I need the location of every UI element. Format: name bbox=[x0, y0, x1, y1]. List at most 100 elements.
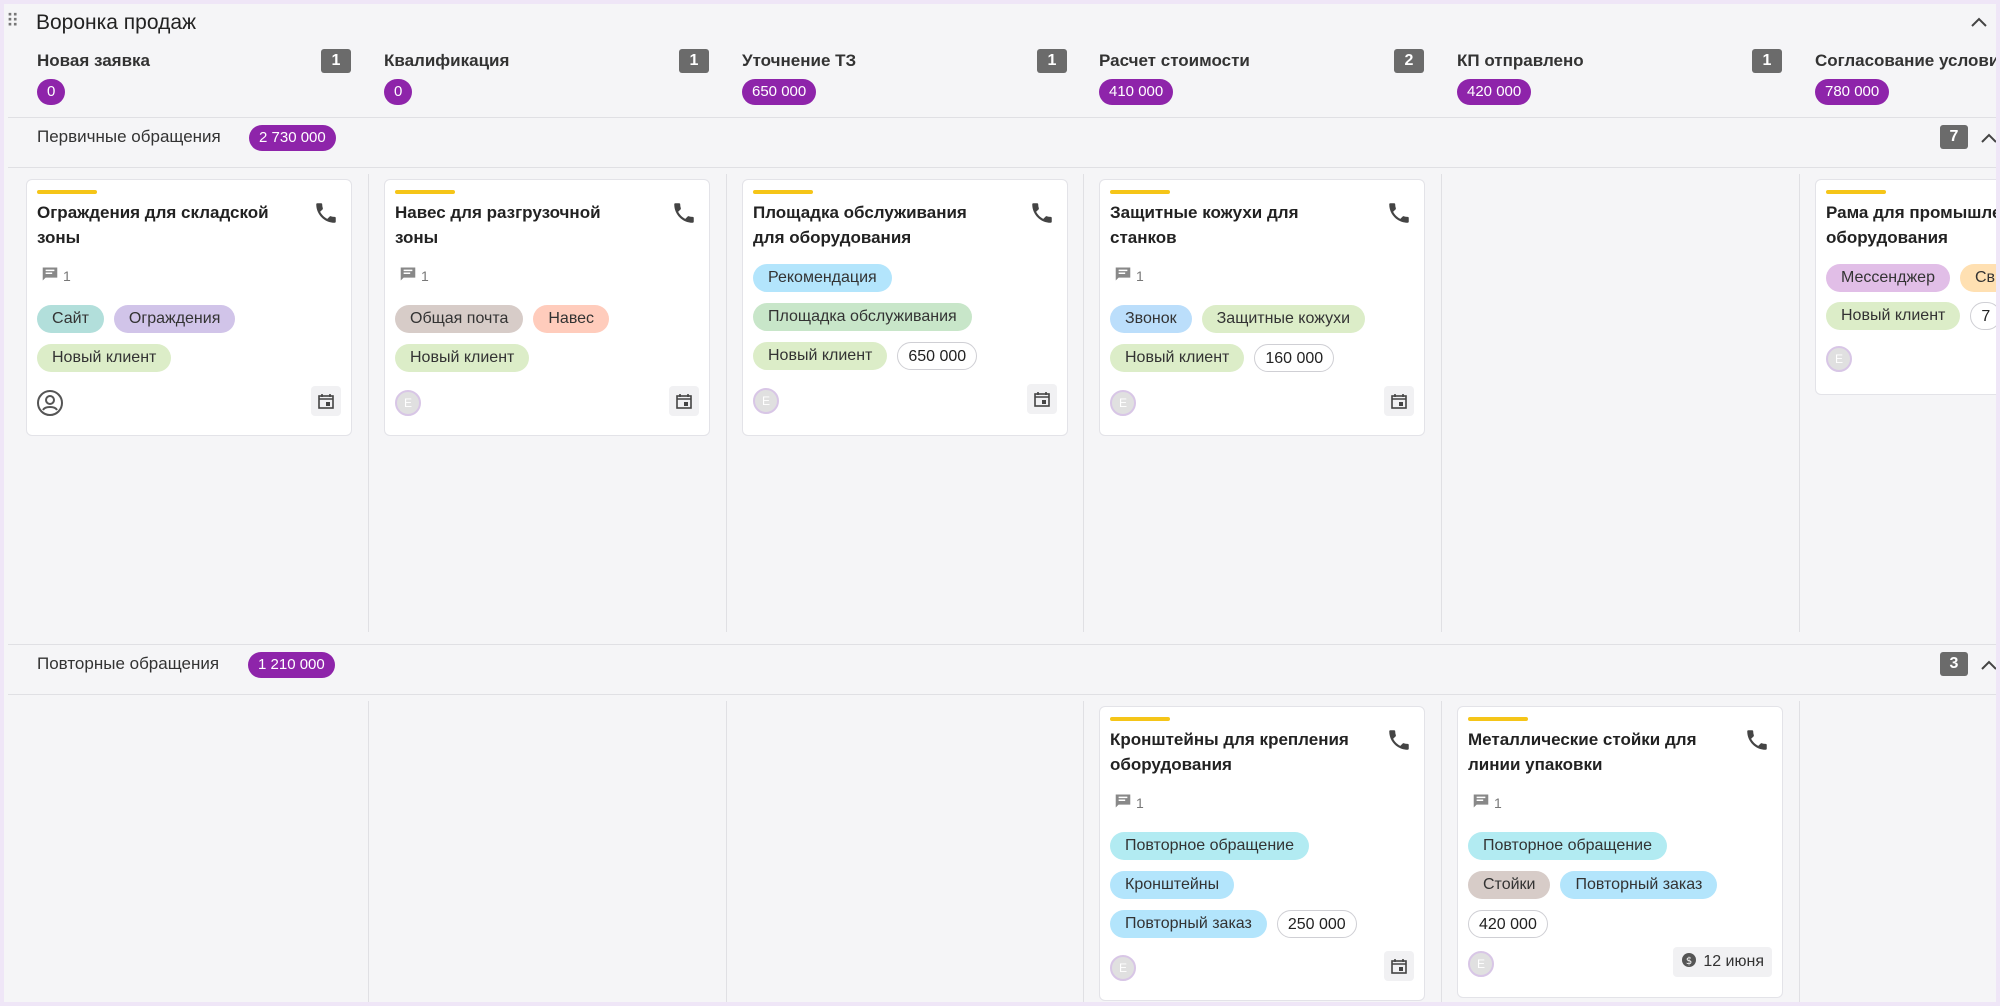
stage-name: Согласование услови bbox=[1815, 51, 2000, 70]
deal-card[interactable]: Площадка обслуживания для оборудования Р… bbox=[742, 179, 1068, 436]
comment-counter[interactable]: 1 bbox=[41, 266, 71, 285]
tag[interactable]: Мессенджер bbox=[1826, 264, 1950, 292]
chevron-up-icon[interactable] bbox=[1980, 655, 1996, 676]
card-title: Площадка обслуживания для оборудования bbox=[753, 203, 967, 247]
due-date: 12 июня bbox=[1703, 953, 1764, 970]
column-divider bbox=[1799, 701, 1800, 1002]
avatar[interactable]: E bbox=[1110, 390, 1136, 416]
phone-icon[interactable] bbox=[671, 200, 697, 226]
comment-counter[interactable]: 1 bbox=[1472, 793, 1502, 812]
deal-card[interactable]: Кронштейны для крепления оборудования 1 … bbox=[1099, 706, 1425, 1001]
avatar[interactable]: E bbox=[1110, 955, 1136, 981]
tag[interactable]: Новый клиент bbox=[753, 342, 888, 370]
deal-card[interactable]: Ограждения для складской зоны 1 Сайт Огр… bbox=[26, 179, 352, 436]
tag[interactable]: Звонок bbox=[1110, 305, 1192, 333]
user-circle-icon[interactable] bbox=[37, 390, 63, 416]
stage-name: Уточнение ТЗ bbox=[742, 51, 857, 70]
phone-icon[interactable] bbox=[313, 200, 339, 226]
stage-name: Квалификация bbox=[384, 51, 510, 70]
column-divider bbox=[368, 174, 369, 632]
avatar[interactable]: E bbox=[1826, 346, 1852, 372]
tag[interactable]: Новый клиент bbox=[1826, 302, 1961, 330]
tag[interactable]: Повторный заказ bbox=[1110, 910, 1267, 938]
tag[interactable]: Защитные кожухи bbox=[1201, 305, 1366, 333]
column-divider bbox=[1799, 174, 1800, 632]
deal-card[interactable]: Рама для промышле оборудования Мессендже… bbox=[1815, 179, 2000, 395]
due-date-chip[interactable]: $ 12 июня bbox=[1673, 947, 1772, 977]
stage-sum-badge: 420 000 bbox=[1457, 79, 1532, 105]
comment-count: 1 bbox=[1494, 794, 1502, 811]
card-accent bbox=[1826, 190, 1886, 194]
tag[interactable]: Св bbox=[1959, 264, 1996, 292]
card-title: Рама для промышле оборудования bbox=[1826, 203, 2000, 247]
stage-count: 1 bbox=[321, 49, 351, 73]
deal-card[interactable]: Металлические стойки для линии упаковки … bbox=[1457, 706, 1783, 998]
phone-icon[interactable] bbox=[1386, 200, 1412, 226]
deal-card[interactable]: Навес для разгрузочной зоны 1 Общая почт… bbox=[384, 179, 710, 436]
tag[interactable]: Повторное обращение bbox=[1468, 832, 1667, 860]
card-accent bbox=[1468, 717, 1528, 721]
chevron-up-icon[interactable] bbox=[1970, 12, 1988, 33]
card-title: Защитные кожухи для станков bbox=[1110, 203, 1299, 247]
comment-counter[interactable]: 1 bbox=[399, 266, 429, 285]
drag-handle-icon[interactable]: ⠿ bbox=[6, 11, 19, 31]
tag[interactable]: Сайт bbox=[37, 305, 104, 333]
comment-counter[interactable]: 1 bbox=[1114, 266, 1144, 285]
divider bbox=[8, 644, 1996, 645]
tag[interactable]: Ограждения bbox=[113, 305, 236, 333]
tag[interactable]: Стойки bbox=[1468, 871, 1551, 899]
card-accent bbox=[753, 190, 813, 194]
calendar-icon[interactable] bbox=[1384, 951, 1414, 981]
calendar-icon[interactable] bbox=[311, 386, 341, 416]
phone-icon[interactable] bbox=[1744, 727, 1770, 753]
stage-name: Расчет стоимости bbox=[1099, 51, 1250, 70]
column-divider bbox=[1441, 701, 1442, 1002]
stage-count: 1 bbox=[679, 49, 709, 73]
tag[interactable]: Общая почта bbox=[395, 305, 524, 333]
phone-icon[interactable] bbox=[1029, 200, 1055, 226]
stage-sum-badge: 410 000 bbox=[1099, 79, 1174, 105]
group-sum-badge: 2 730 000 bbox=[249, 125, 336, 151]
calendar-icon[interactable] bbox=[1027, 384, 1057, 414]
tag[interactable]: Новый клиент bbox=[1110, 344, 1245, 372]
svg-text:$: $ bbox=[1686, 956, 1692, 967]
comment-counter[interactable]: 1 bbox=[1114, 793, 1144, 812]
card-accent bbox=[1110, 190, 1170, 194]
tag[interactable]: Кронштейны bbox=[1110, 871, 1235, 899]
deal-amount: 650 000 bbox=[897, 342, 978, 370]
comment-count: 1 bbox=[1136, 794, 1144, 811]
avatar[interactable]: E bbox=[753, 388, 779, 414]
column-divider bbox=[726, 174, 727, 632]
phone-icon[interactable] bbox=[1386, 727, 1412, 753]
column-divider bbox=[726, 701, 727, 1002]
tag[interactable]: Рекомендация bbox=[753, 264, 892, 292]
comment-icon bbox=[1114, 793, 1132, 812]
comment-icon bbox=[399, 266, 417, 285]
tag[interactable]: Новый клиент bbox=[37, 344, 172, 372]
avatar[interactable]: E bbox=[1468, 951, 1494, 977]
calendar-icon[interactable] bbox=[669, 386, 699, 416]
card-title: Металлические стойки для линии упаковки bbox=[1468, 730, 1697, 774]
tag[interactable]: Площадка обслуживания bbox=[753, 303, 972, 331]
group-title: Первичные обращения bbox=[37, 127, 221, 146]
divider bbox=[8, 167, 1996, 168]
column-divider bbox=[1083, 174, 1084, 632]
tag[interactable]: Навес bbox=[533, 305, 610, 333]
chevron-up-icon[interactable] bbox=[1980, 128, 1996, 149]
deal-card[interactable]: Защитные кожухи для станков 1 Звонок Защ… bbox=[1099, 179, 1425, 436]
stage-name: Новая заявка bbox=[37, 51, 150, 70]
stage-count: 2 bbox=[1394, 49, 1424, 73]
card-title: Кронштейны для крепления оборудования bbox=[1110, 730, 1349, 774]
comment-icon bbox=[1114, 266, 1132, 285]
card-accent bbox=[1110, 717, 1170, 721]
avatar[interactable]: E bbox=[395, 390, 421, 416]
tag[interactable]: Повторный заказ bbox=[1560, 871, 1718, 899]
tag[interactable]: Повторное обращение bbox=[1110, 832, 1309, 860]
comment-count: 1 bbox=[1136, 267, 1144, 284]
tag[interactable]: Новый клиент bbox=[395, 344, 530, 372]
calendar-icon[interactable] bbox=[1384, 386, 1414, 416]
divider bbox=[8, 694, 1996, 695]
group-count: 3 bbox=[1940, 652, 1968, 676]
deal-amount: 7 bbox=[1970, 302, 1996, 330]
